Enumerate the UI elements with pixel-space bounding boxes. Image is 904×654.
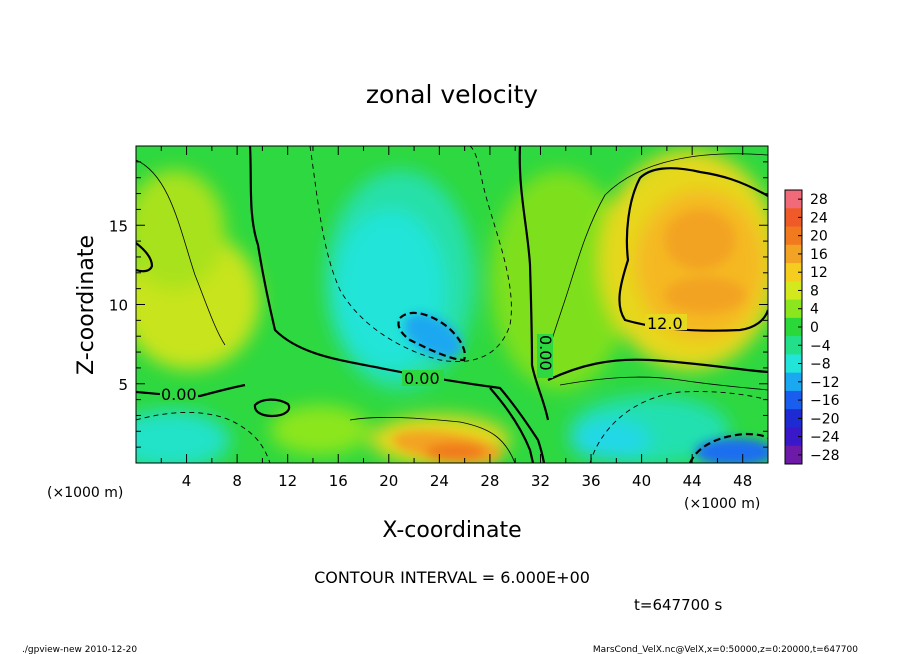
plot-area: 0.00 0.00 0.00 12.0 <box>136 146 768 463</box>
colorbar-swatch <box>785 317 802 337</box>
contour-zero-right <box>518 146 550 421</box>
x-tick-label: 48 <box>733 472 752 490</box>
contour-twelve <box>618 167 768 332</box>
contour-six-left <box>136 159 226 346</box>
colorbar-swatch <box>785 427 802 447</box>
colorbar-swatch <box>785 409 802 428</box>
x-tick-label: 20 <box>379 472 398 490</box>
colorbar-swatch <box>785 299 802 319</box>
colorbar-swatch <box>785 244 802 264</box>
contour-label-0: 0.00 <box>161 385 197 404</box>
colorbar-label: 16 <box>810 247 828 263</box>
contour-zero-lower-tail <box>489 387 535 463</box>
contour-six-bottom <box>349 416 516 463</box>
colorbar-label: −20 <box>810 411 840 427</box>
x-tick-label: 12 <box>278 472 297 490</box>
x-tick-label: 4 <box>182 472 192 490</box>
colorbar-label: 28 <box>810 192 828 208</box>
y-tick-label: 10 <box>109 297 128 315</box>
colorbar-label: −24 <box>810 430 840 446</box>
contour-labels: 0.00 0.00 0.00 12.0 <box>160 314 687 404</box>
colorbar-label: −12 <box>810 375 840 391</box>
field-extrema <box>392 210 768 463</box>
colorbar-label: 12 <box>810 265 828 281</box>
field-shading <box>136 150 768 463</box>
contour-six-lower-right <box>559 376 768 391</box>
contour-lines <box>136 146 768 463</box>
time-label: t=647700 s <box>634 596 722 614</box>
contour-six-right <box>544 153 768 366</box>
colorbar-swatch <box>785 372 802 392</box>
contour-interval: CONTOUR INTERVAL = 6.000E+00 <box>314 568 590 587</box>
x-tick-label: 28 <box>480 472 499 490</box>
colorbar-swatch <box>785 390 802 410</box>
x-tick-label: 24 <box>430 472 449 490</box>
colorbar-swatch <box>785 263 802 282</box>
contour-label-2: 0.00 <box>536 335 555 371</box>
colorbar-label: −8 <box>810 357 831 373</box>
y-ticks: 5 10 15 <box>109 161 768 448</box>
colorbar-label: −16 <box>810 393 840 409</box>
contour-small-blob <box>253 398 291 418</box>
x-tick-label: 16 <box>329 472 348 490</box>
contour-neg-six-central <box>309 146 512 362</box>
colorbar-label: 4 <box>810 302 819 318</box>
contour-neg-twelve-corner <box>688 432 768 463</box>
colorbar-label: 20 <box>810 229 828 245</box>
colorbar-label: 0 <box>810 320 819 336</box>
contour-zero-central <box>248 146 546 463</box>
chart-title: zonal velocity <box>366 80 538 109</box>
colorbar-label: 24 <box>810 210 828 226</box>
colorbar-swatch <box>785 445 802 465</box>
x-tick-label: 44 <box>683 472 702 490</box>
contour-neg-six-bottom-right <box>589 391 768 463</box>
colorbar-swatch <box>785 354 802 374</box>
x-ticks: 4 8 12 16 20 24 28 32 36 40 44 48 <box>160 146 752 490</box>
colorbar-label: 8 <box>810 283 819 299</box>
x-tick-label: 8 <box>232 472 242 490</box>
contour-neg-twelve-core <box>397 311 466 362</box>
x-unit-label-right: (×1000 m) <box>684 496 760 512</box>
y-tick-label: 5 <box>118 376 128 394</box>
colorbar-swatch <box>785 208 802 228</box>
x-unit-label-left: (×1000 m) <box>47 485 123 501</box>
contour-label-1: 0.00 <box>404 369 440 388</box>
colorbar-swatch <box>785 190 802 209</box>
x-axis-title: X-coordinate <box>382 518 521 543</box>
colorbar-swatch <box>785 336 802 355</box>
colorbar-label: −28 <box>810 448 840 464</box>
y-tick-label: 15 <box>109 217 128 235</box>
y-axis-title: Z-coordinate <box>74 235 99 375</box>
colorbar-swatch <box>785 281 802 301</box>
x-tick-label: 32 <box>531 472 550 490</box>
x-tick-label: 40 <box>632 472 651 490</box>
contour-label-3: 12.0 <box>647 314 683 333</box>
contour-left-island <box>136 242 154 273</box>
colorbar-swatch <box>785 226 802 246</box>
x-tick-label: 36 <box>581 472 600 490</box>
footer-right: MarsCond_VelX.nc@VelX,x=0:50000,z=0:2000… <box>593 645 858 654</box>
colorbar: 28 24 20 16 12 8 4 0 −4 −8 −12 −16 −20 −24 −28 <box>784 189 840 465</box>
contour-zero-lower-right <box>547 358 768 381</box>
colorbar-label: −4 <box>810 338 831 354</box>
footer-left: ./gpview-new 2010-12-20 <box>22 645 137 654</box>
contour-zero-left <box>136 383 246 398</box>
